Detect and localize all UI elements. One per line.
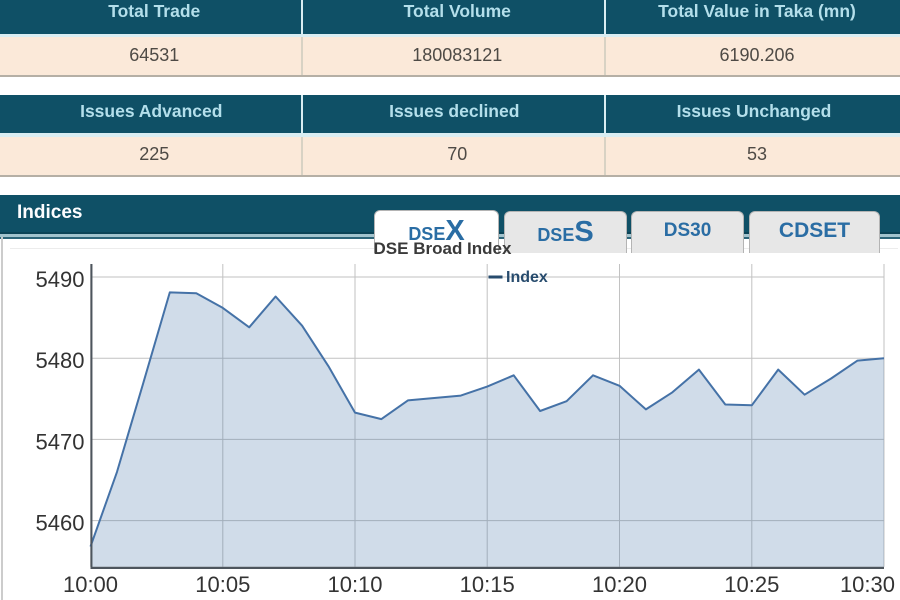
svg-text:Index: Index xyxy=(506,269,548,286)
svg-text:5480: 5480 xyxy=(36,348,85,373)
svg-text:10:25: 10:25 xyxy=(724,572,779,597)
svg-text:5490: 5490 xyxy=(36,267,85,292)
svg-text:5460: 5460 xyxy=(36,511,85,536)
svg-text:10:10: 10:10 xyxy=(327,572,382,597)
svg-text:10:00: 10:00 xyxy=(63,572,118,597)
svg-text:5470: 5470 xyxy=(36,429,85,454)
svg-text:10:05: 10:05 xyxy=(195,572,250,597)
svg-text:10:15: 10:15 xyxy=(460,572,515,597)
svg-text:10:20: 10:20 xyxy=(592,572,647,597)
svg-text:10:30: 10:30 xyxy=(840,572,895,597)
